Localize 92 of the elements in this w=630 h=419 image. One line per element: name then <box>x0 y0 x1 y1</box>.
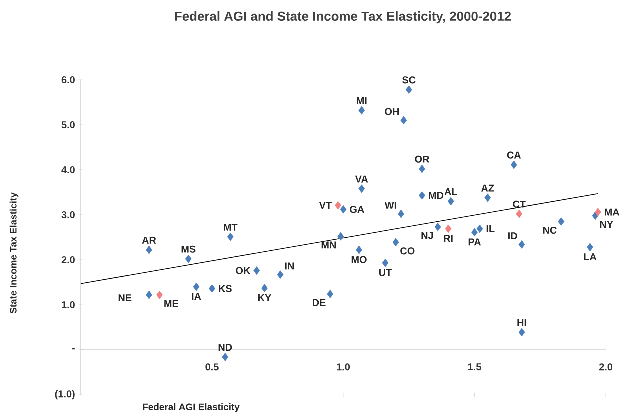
annotation: GA <box>350 206 364 214</box>
annotation: NY <box>600 221 614 228</box>
point <box>277 270 284 280</box>
point <box>594 208 602 217</box>
point <box>472 228 478 237</box>
point <box>445 224 452 234</box>
annotation: MT <box>224 224 238 231</box>
annotation: VT <box>319 202 332 209</box>
point <box>518 240 526 249</box>
x-tick-label: 2.0 <box>599 364 613 371</box>
point <box>209 284 216 293</box>
annotation: UT <box>379 269 392 276</box>
point <box>146 290 152 300</box>
annotation: LA <box>584 254 597 260</box>
point <box>448 197 454 206</box>
annotation: AR <box>142 237 156 244</box>
point <box>338 232 344 241</box>
point <box>587 243 594 252</box>
point <box>382 258 389 268</box>
x-tick-label: 0.5 <box>206 364 219 371</box>
annotation: PA <box>468 238 482 246</box>
point <box>558 218 565 226</box>
x-tick-label: 1.0 <box>337 364 350 371</box>
point <box>146 246 152 254</box>
point <box>392 238 400 247</box>
annotation: SC <box>402 76 416 84</box>
point <box>327 290 334 298</box>
annotation: NE <box>118 294 132 302</box>
point <box>262 284 268 293</box>
point <box>340 205 347 214</box>
point <box>335 201 342 210</box>
point <box>400 116 408 125</box>
annotation: AL <box>444 188 458 196</box>
y-axis-title: State Income Tax Elasticity <box>10 192 19 314</box>
y-tick-label: 2.0 <box>62 256 75 264</box>
point <box>406 86 412 94</box>
annotation: MA <box>605 208 620 216</box>
annotation: ID <box>508 232 518 240</box>
annotation: MI <box>357 98 367 104</box>
x-tick-label: 1.5 <box>468 364 482 371</box>
annotation: OR <box>415 156 430 163</box>
x-axis-title: Federal AGI Elasticity <box>143 404 240 412</box>
point <box>185 254 192 264</box>
point <box>358 184 366 194</box>
annotation: MD <box>429 192 444 200</box>
annotation: OK <box>236 267 251 274</box>
annotation: IA <box>192 293 202 300</box>
point <box>434 222 442 232</box>
point <box>510 160 518 170</box>
annotation: WI <box>384 202 396 209</box>
annotation: KS <box>219 285 232 292</box>
annotation: CO <box>400 248 415 255</box>
point <box>254 266 260 276</box>
annotation: NC <box>543 226 557 234</box>
point <box>419 164 426 174</box>
chart-title: Federal AGI and State Income Tax Elasticity, 2000-2012 <box>175 12 512 24</box>
annotation: CT <box>513 200 526 208</box>
point <box>484 194 492 202</box>
y-tick-label: 1.0 <box>62 301 75 309</box>
annotation: VA <box>355 176 368 183</box>
point <box>222 353 229 362</box>
annotation: CA <box>507 152 522 159</box>
y-tick-label: (1.0) <box>55 390 75 400</box>
y-tick-label: 3.0 <box>62 211 75 219</box>
point <box>156 290 163 300</box>
point <box>516 210 523 218</box>
y-tick-label: - <box>72 348 75 350</box>
point <box>356 246 362 254</box>
point <box>193 282 200 292</box>
y-tick-label: 5.0 <box>62 121 75 129</box>
annotation: DE <box>313 299 326 306</box>
annotation: MS <box>182 246 196 253</box>
y-tick-label: 4.0 <box>62 166 75 174</box>
annotation: OH <box>385 108 400 116</box>
point <box>476 224 484 234</box>
point <box>358 106 366 115</box>
annotation: RI <box>444 235 453 242</box>
point <box>227 232 234 242</box>
annotation: HI <box>518 319 526 326</box>
annotation: IN <box>285 262 294 270</box>
point <box>518 328 526 337</box>
annotation: ND <box>218 344 232 351</box>
annotation: AZ <box>481 184 494 192</box>
annotation: IL <box>486 226 495 232</box>
point <box>419 191 426 200</box>
annotation: MO <box>352 256 367 264</box>
annotation: KY <box>258 294 272 302</box>
annotation: MN <box>322 242 336 249</box>
annotation: ME <box>164 300 179 308</box>
y-tick-label: 6.0 <box>62 76 75 84</box>
point <box>398 210 404 218</box>
annotation: NJ <box>422 232 434 240</box>
